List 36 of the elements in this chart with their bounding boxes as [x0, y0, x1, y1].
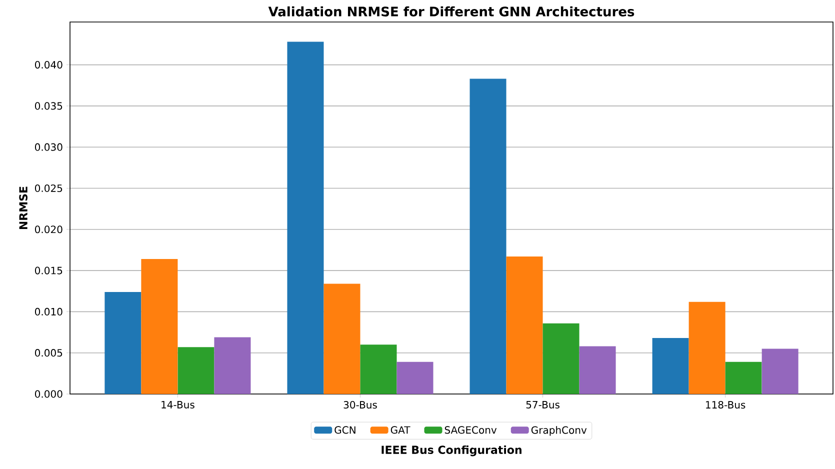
bar	[725, 362, 762, 394]
x-tick-label: 118-Bus	[706, 401, 746, 409]
bar	[214, 337, 251, 394]
bar	[287, 42, 324, 394]
y-tick-label: 0.015	[35, 266, 62, 274]
bar	[178, 347, 214, 394]
bar	[579, 346, 616, 394]
y-tick-label: 0.040	[35, 61, 62, 69]
y-tick-label: 0.000	[35, 390, 62, 398]
y-tick-label: 0.025	[35, 184, 62, 192]
x-tick-label: 57-Bus	[526, 401, 560, 408]
y-tick-label: 0.020	[35, 226, 62, 234]
legend-label: SAGEConv	[444, 426, 497, 434]
bar	[506, 256, 543, 394]
bar	[324, 284, 360, 394]
y-tick-label: 0.035	[35, 102, 62, 110]
bar	[104, 292, 142, 394]
legend-label: GraphConv	[531, 426, 587, 436]
bar	[652, 338, 689, 394]
x-tick-label: 30-Bus	[344, 401, 377, 409]
y-axis-title: NRMSE	[19, 186, 28, 230]
legend-label: GCN	[334, 426, 356, 434]
chart-title: Validation NRMSE for Different GNN Architectures	[268, 6, 634, 16]
bar	[762, 348, 798, 394]
legend-label: GAT	[390, 426, 410, 434]
bar	[141, 259, 178, 394]
bar	[688, 302, 726, 394]
bar	[396, 362, 434, 394]
y-tick-label: 0.005	[35, 349, 62, 357]
y-tick-label: 0.010	[35, 308, 62, 316]
x-tick-label: 14-Bus	[162, 401, 194, 408]
x-axis-title: IEEE Bus Configuration	[382, 445, 522, 456]
bar	[470, 78, 506, 394]
bar	[360, 344, 397, 394]
bar	[542, 323, 580, 394]
y-tick-label: 0.030	[35, 143, 62, 151]
